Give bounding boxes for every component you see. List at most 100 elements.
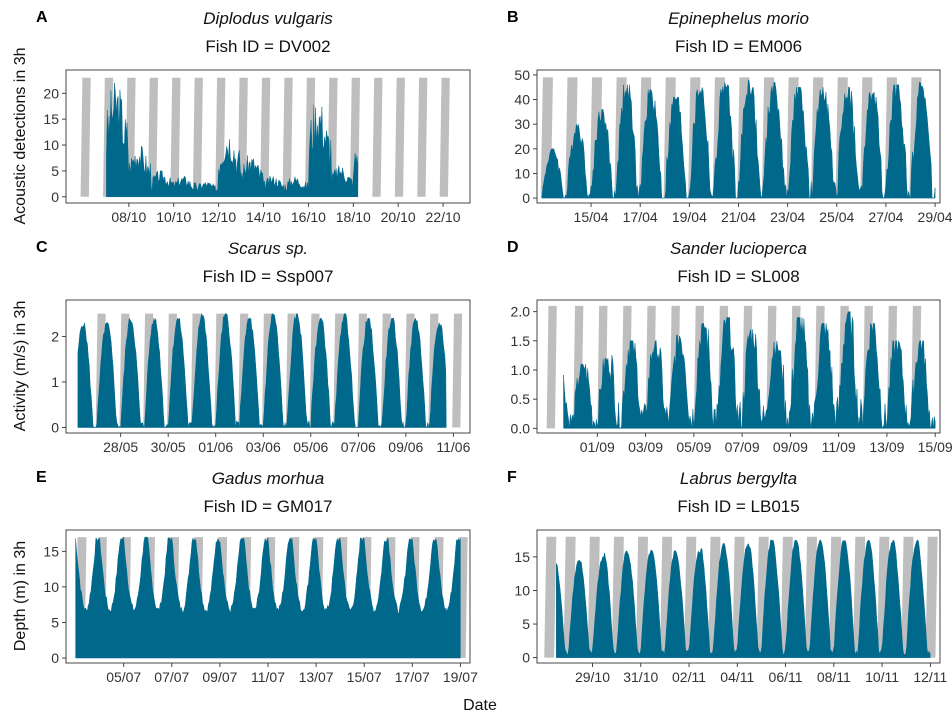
series-area-c [77,312,447,429]
x-tick-label-d-5: 11/09 [822,439,856,455]
night-band-d-0 [546,305,557,429]
y-tick-label-f-1: 5 [522,616,530,632]
x-tick-label-e-4: 13/07 [299,669,334,685]
y-axis-title-row-c: Activity (m/s) in 3h [12,301,29,432]
plot-frame-f [536,529,941,664]
y-tick-label-a-4: 20 [43,85,59,101]
x-tick-label-b-0: 15/04 [574,209,609,225]
y-tick-label-a-2: 10 [43,137,59,153]
x-tick-label-b-4: 23/04 [770,209,805,225]
night-band-f-0 [544,536,557,658]
y-tick-label-b-0: 0 [522,190,530,206]
x-tick-label-c-0: 28/05 [103,439,138,455]
x-tick-label-d-0: 01/09 [580,439,615,455]
night-band-a-16 [439,77,450,197]
night-band-c-15 [452,313,463,428]
y-tick-label-d-1: 0.5 [511,391,531,407]
x-tick-label-c-7: 11/06 [436,439,470,455]
fish-id-e: Fish ID = GM017 [204,497,333,516]
panel-letter-d: D [507,239,519,256]
night-band-a-4 [170,77,181,197]
fish-id-c: Fish ID = Ssp007 [203,267,334,286]
panel-b: B Epinephelus morio Fish ID = EM006 0 10 20 30… [507,9,952,225]
x-tick-label-b-3: 21/04 [721,209,756,225]
x-tick-label-f-5: 08/11 [817,669,851,685]
x-tick-label-a-3: 14/10 [246,209,281,225]
y-tick-label-e-0: 0 [51,650,59,666]
x-tick-label-f-1: 31/10 [623,669,658,685]
y-tick-label-f-0: 0 [522,650,530,666]
x-tick-label-c-3: 03/06 [246,439,281,455]
series-area-d [563,311,936,430]
y-tick-label-c-1: 1 [51,374,59,390]
y-tick-label-f-3: 15 [514,549,530,565]
y-tick-label-b-4: 40 [514,92,530,108]
panel-e: E Gadus morhua Fish ID = GM017 0 5 10 15 05/07 0… [36,469,478,685]
night-band-f-16 [925,536,938,658]
plot-frame-d [536,299,941,434]
y-tick-label-f-2: 10 [514,582,530,598]
night-band-a-0 [80,77,91,197]
x-tick-label-e-2: 09/07 [202,669,237,685]
series-area-f [556,539,931,658]
x-tick-label-c-1: 30/05 [151,439,186,455]
panel-d: D Sander lucioperca Fish ID = SL008 0.0 0.5 1… [507,239,952,455]
panel-letter-e: E [36,469,47,486]
night-band-a-14 [394,77,405,197]
x-tick-label-f-7: 12/11 [913,669,947,685]
species-name-d: Sander lucioperca [670,239,807,258]
x-tick-label-d-4: 09/09 [773,439,808,455]
x-tick-label-a-5: 18/10 [336,209,371,225]
y-tick-label-d-3: 1.5 [511,333,531,349]
x-tick-label-a-2: 12/10 [201,209,236,225]
panel-f: F Labrus bergylta Fish ID = LB015 0 5 10 15 29/… [507,469,948,685]
y-tick-label-b-2: 20 [514,141,530,157]
x-tick-label-d-1: 03/09 [628,439,663,455]
x-tick-label-a-1: 10/10 [156,209,191,225]
x-tick-label-e-1: 07/07 [154,669,189,685]
y-tick-label-a-3: 15 [43,111,59,127]
panel-letter-c: C [36,239,48,256]
fish-id-f: Fish ID = LB015 [677,497,799,516]
plot-frame-c [65,299,471,434]
y-tick-label-c-0: 0 [51,420,59,436]
y-tick-label-e-2: 10 [43,579,59,595]
species-name-a: Diplodus vulgaris [203,9,333,28]
y-tick-label-d-4: 2.0 [511,304,531,320]
series-area-b [541,79,936,200]
y-axis-title-row-e: Depth (m) in 3h [12,541,29,651]
y-tick-label-b-5: 50 [514,67,530,83]
night-band-a-5 [192,77,203,197]
night-band-a-9 [282,77,293,197]
y-axis-title-row-a: Acoustic detections in 3h [12,48,29,225]
night-band-a-8 [260,77,271,197]
panel-letter-f: F [507,469,517,486]
y-tick-label-b-1: 10 [514,165,530,181]
plot-frame-a [65,69,471,204]
y-tick-label-d-2: 1.0 [511,362,531,378]
y-tick-label-c-2: 2 [51,328,59,344]
x-tick-label-b-6: 27/04 [868,209,903,225]
x-tick-label-b-2: 19/04 [672,209,707,225]
fish-id-b: Fish ID = EM006 [675,37,802,56]
y-tick-label-e-3: 15 [43,543,59,559]
x-tick-label-f-2: 02/11 [672,669,706,685]
x-tick-label-f-6: 10/11 [865,669,899,685]
x-tick-label-d-7: 15/09 [918,439,952,455]
x-tick-label-f-4: 06/11 [769,669,803,685]
species-name-f: Labrus bergylta [680,469,797,488]
y-tick-label-b-3: 30 [514,116,530,132]
x-tick-label-a-6: 20/10 [381,209,416,225]
panel-c: C Scarus sp. Fish ID = Ssp007 0 1 2 28/05 30/05… [36,239,471,455]
x-tick-label-c-5: 07/06 [341,439,376,455]
panel-letter-b: B [507,9,519,26]
x-tick-label-a-4: 16/10 [291,209,326,225]
x-axis-title: Date [463,697,497,714]
night-band-a-13 [372,77,383,197]
x-tick-label-b-7: 29/04 [918,209,952,225]
fish-id-d: Fish ID = SL008 [677,267,799,286]
panel-a: A Diplodus vulgaris Fish ID = DV002 0 5 10 15 2… [36,9,471,225]
night-band-a-15 [417,77,428,197]
y-tick-label-e-1: 5 [51,614,59,630]
x-tick-label-c-4: 05/06 [293,439,328,455]
